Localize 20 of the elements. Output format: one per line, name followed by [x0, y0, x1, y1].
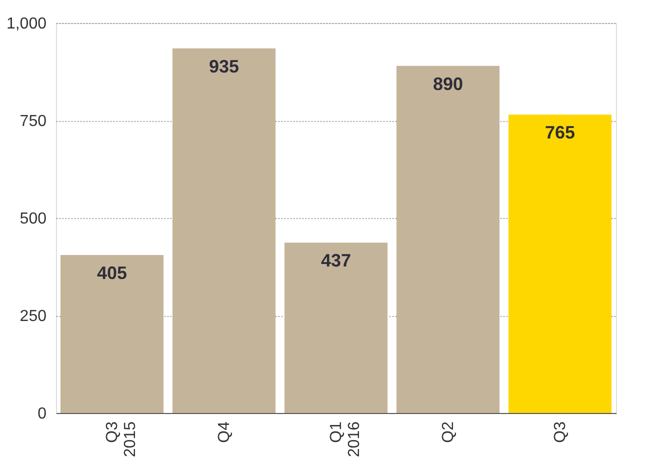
bar: [172, 48, 276, 413]
data-label: 405: [96, 263, 128, 284]
x-tick-label: Q4: [216, 421, 233, 443]
y-tick-label: 1,000: [6, 16, 47, 32]
bar: [60, 255, 164, 413]
y-tick-label: 250: [20, 308, 47, 325]
data-label: 437: [320, 250, 352, 271]
x-tick-label: Q3: [552, 421, 569, 443]
x-tick-label: Q2: [440, 421, 457, 443]
x-tick-label: Q3 2015: [104, 421, 139, 458]
bar: [284, 242, 388, 413]
bar: [396, 66, 500, 413]
bar: [508, 114, 612, 413]
y-tick-label: 500: [20, 210, 47, 228]
y-tick-label: 750: [20, 113, 47, 130]
data-label: 890: [432, 74, 464, 94]
data-label: 935: [208, 56, 240, 76]
y-tick-label: 0: [38, 406, 47, 422]
x-tick-label: Q1 2016: [328, 421, 363, 458]
data-label: 765: [544, 122, 576, 143]
